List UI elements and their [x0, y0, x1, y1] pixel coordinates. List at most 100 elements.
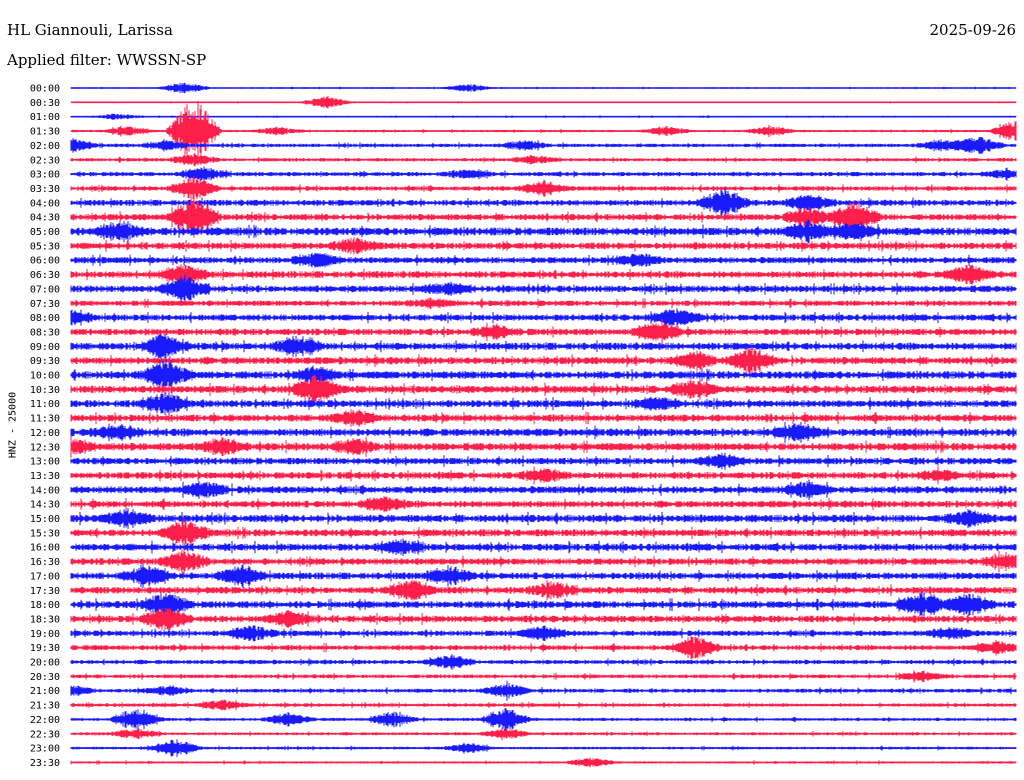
- seismic-trace: [70, 274, 1017, 304]
- time-tick-label: 10:30: [30, 385, 60, 396]
- seismic-trace: [70, 219, 1017, 244]
- time-tick-label: 15:30: [30, 528, 60, 539]
- seismic-trace: [70, 479, 1017, 500]
- date-label: 2025-09-26: [929, 21, 1016, 39]
- seismic-trace: [70, 421, 1017, 443]
- seismic-trace: [70, 548, 1017, 575]
- seismic-trace: [70, 196, 1017, 238]
- seismic-trace: [70, 297, 1017, 309]
- seismic-trace: [70, 264, 1017, 285]
- filter-label: Applied filter: WWSSN-SP: [7, 51, 207, 69]
- seismic-trace: [70, 308, 1017, 327]
- time-tick-label: 17:30: [30, 586, 60, 597]
- seismic-trace: [70, 496, 1017, 513]
- seismic-trace: [70, 654, 1017, 670]
- time-tick-label: 00:30: [30, 98, 60, 109]
- seismic-trace: [70, 519, 1017, 547]
- seismic-trace: [70, 100, 1017, 162]
- seismic-trace: [70, 409, 1017, 427]
- time-tick-label: 12:30: [30, 442, 60, 453]
- time-tick-label: 21:00: [30, 686, 60, 697]
- time-tick-label: 03:00: [30, 170, 60, 181]
- seismic-trace: [70, 625, 1017, 642]
- station-title: HL Giannouli, Larissa: [7, 21, 173, 39]
- seismic-trace: [70, 636, 1017, 659]
- time-tick-label: 01:30: [30, 127, 60, 138]
- seismic-trace: [70, 374, 1017, 405]
- time-tick-label: 14:00: [30, 485, 60, 496]
- time-tick-label: 11:30: [30, 414, 60, 425]
- time-tick-label: 13:30: [30, 471, 60, 482]
- seismic-trace: [70, 153, 1017, 167]
- time-tick-label: 06:30: [30, 270, 60, 281]
- time-tick-label: 19:30: [30, 643, 60, 654]
- seismic-trace: [70, 580, 1017, 601]
- time-tick-label: 13:00: [30, 457, 60, 468]
- time-tick-label: 10:00: [30, 371, 60, 382]
- seismic-trace: [70, 608, 1017, 630]
- seismic-trace: [70, 237, 1017, 255]
- seismic-trace: [70, 96, 1017, 109]
- seismic-trace: [70, 252, 1017, 268]
- seismic-trace: [70, 333, 1017, 359]
- seismic-trace: [70, 137, 1017, 154]
- seismic-trace: [70, 319, 1017, 345]
- seismic-trace: [70, 82, 1017, 94]
- time-tick-label: 18:00: [30, 600, 60, 611]
- time-tick-label: 09:30: [30, 356, 60, 367]
- time-tick-label: 18:30: [30, 614, 60, 625]
- time-tick-label: 21:30: [30, 701, 60, 712]
- time-tick-label: 20:30: [30, 672, 60, 683]
- seismic-trace: [70, 739, 1017, 757]
- seismic-trace: [70, 347, 1017, 374]
- seismic-trace: [70, 466, 1017, 485]
- seismic-trace: [70, 113, 1017, 120]
- time-tick-label: 16:30: [30, 557, 60, 568]
- time-tick-label: 08:30: [30, 327, 60, 338]
- time-tick-label: 07:00: [30, 284, 60, 295]
- time-tick-label: 22:00: [30, 715, 60, 726]
- seismic-trace: [70, 187, 1017, 218]
- seismic-trace: [70, 708, 1017, 731]
- seismic-trace: [70, 452, 1017, 470]
- time-tick-label: 01:00: [30, 112, 60, 123]
- time-tick-label: 19:00: [30, 629, 60, 640]
- time-tick-label: 23:00: [30, 744, 60, 755]
- time-tick-label: 04:30: [30, 213, 60, 224]
- time-tick-label: 06:00: [30, 256, 60, 267]
- time-tick-label: 16:00: [30, 543, 60, 554]
- seismic-trace: [70, 508, 1017, 529]
- seismic-trace: [70, 591, 1017, 618]
- time-tick-label: 04:00: [30, 198, 60, 209]
- time-tick-label: 05:00: [30, 227, 60, 238]
- time-tick-label: 02:30: [30, 155, 60, 166]
- time-tick-label: 07:30: [30, 299, 60, 310]
- seismic-trace: [70, 563, 1017, 588]
- seismic-trace: [70, 670, 1017, 683]
- time-tick-label: 09:00: [30, 342, 60, 353]
- seismic-trace: [70, 435, 1017, 458]
- time-tick-label: 15:00: [30, 514, 60, 525]
- time-tick-label: 23:30: [30, 758, 60, 769]
- time-tick-label: 14:30: [30, 500, 60, 511]
- seismic-trace: [70, 392, 1017, 415]
- time-tick-label: 17:00: [30, 571, 60, 582]
- time-tick-label: 11:00: [30, 399, 60, 410]
- time-tick-label: 02:00: [30, 141, 60, 152]
- seismic-trace: [70, 757, 1017, 768]
- seismic-trace: [70, 356, 1017, 394]
- seismic-trace: [70, 538, 1017, 556]
- time-tick-label: 05:30: [30, 241, 60, 252]
- time-tick-label: 22:30: [30, 729, 60, 740]
- time-tick-label: 00:00: [30, 84, 60, 95]
- seismic-trace: [70, 166, 1017, 182]
- time-tick-label: 20:00: [30, 658, 60, 669]
- seismic-trace: [70, 176, 1017, 201]
- time-tick-label: 08:00: [30, 313, 60, 324]
- seismic-trace: [70, 727, 1017, 741]
- time-tick-label: 03:30: [30, 184, 60, 195]
- seismic-trace: [70, 699, 1017, 711]
- time-tick-label: 12:00: [30, 428, 60, 439]
